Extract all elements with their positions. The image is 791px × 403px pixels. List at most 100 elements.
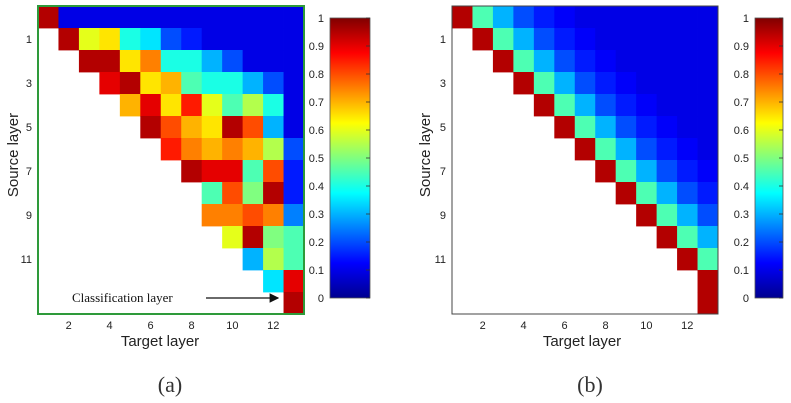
heatmap-b-cell — [677, 72, 698, 95]
heatmap-a-cell — [283, 116, 305, 139]
heatmap-b-cell — [656, 28, 678, 51]
heatmap-b-cell — [513, 50, 535, 73]
heatmap-b-cell — [697, 182, 719, 205]
heatmap-b-cell — [677, 116, 698, 139]
heatmap-a-cell — [119, 6, 141, 29]
heatmap-b-cell — [595, 94, 617, 117]
heatmap-a-cell — [119, 28, 141, 51]
heatmap-a-cell — [181, 50, 203, 73]
heatmap-b-cell — [636, 160, 658, 183]
heatmap-b-cell — [636, 50, 658, 73]
heatmap-a-cell — [263, 72, 284, 95]
heatmap-a-cell — [242, 72, 264, 95]
heatmap-a-cell — [242, 6, 264, 29]
heatmap-a-cell — [78, 28, 100, 51]
heatmap-b-cell — [492, 6, 514, 29]
heatmap-b-cell — [697, 28, 719, 51]
heatmap-a-cell — [160, 116, 182, 139]
heatmap-b-cell — [697, 204, 719, 227]
heatmap-a-cell — [181, 72, 203, 95]
x-tick-label: 12 — [267, 320, 279, 332]
heatmap-b-xlabel: Target layer — [543, 333, 621, 350]
heatmap-a-cell — [38, 6, 59, 29]
heatmap-a-cell — [99, 6, 121, 29]
heatmap-a-cell — [222, 72, 244, 95]
heatmap-a-cell — [222, 50, 244, 73]
heatmap-a-cell — [201, 94, 223, 117]
colorbar-tick-label: 0 — [318, 293, 324, 305]
heatmap-b-cell — [574, 6, 596, 29]
heatmap-a-cell — [263, 160, 284, 183]
heatmap-a-cell — [140, 6, 162, 29]
heatmap-a-cell — [160, 6, 182, 29]
heatmap-b-cell — [533, 72, 555, 95]
x-tick-label: 4 — [107, 320, 113, 332]
x-tick-label: 10 — [640, 320, 652, 332]
y-tick-label: 7 — [440, 166, 446, 178]
heatmap-a-cell — [263, 270, 284, 293]
y-tick-label: 3 — [440, 78, 446, 90]
heatmap-a-cell — [242, 226, 264, 249]
heatmap-a-cell — [181, 6, 203, 29]
heatmap-b-cell — [656, 204, 678, 227]
colorbar-tick-label: 0.3 — [309, 209, 324, 221]
heatmap-a-cell — [181, 28, 203, 51]
heatmap-a-cell — [283, 50, 305, 73]
colorbar-tick-label: 0.1 — [309, 265, 324, 277]
y-tick-label: 1 — [440, 34, 446, 46]
heatmap-a-cell — [283, 72, 305, 95]
heatmap-b-cell — [656, 160, 678, 183]
heatmap-a-cell — [181, 116, 203, 139]
heatmap-a-cell — [99, 50, 121, 73]
heatmap-b-cell — [677, 226, 698, 249]
heatmap-a-cell — [283, 160, 305, 183]
heatmap-a-cell — [160, 72, 182, 95]
heatmap-a-cell — [201, 72, 223, 95]
heatmap-a-x-ticks: 2 4 6 8 10 12 — [66, 320, 280, 332]
heatmap-a-cell — [242, 116, 264, 139]
colorbar-tick-label: 0.3 — [734, 209, 749, 221]
heatmap-a-cell — [263, 182, 284, 205]
heatmap-b-cell — [615, 6, 637, 29]
heatmap-b-cell — [697, 116, 719, 139]
heatmap-b-cell — [636, 94, 658, 117]
heatmap-a-cell — [201, 116, 223, 139]
heatmap-a-cell — [242, 182, 264, 205]
y-tick-label: 11 — [21, 254, 32, 266]
heatmap-b-cell — [697, 72, 719, 95]
heatmap-a-cell — [283, 270, 305, 293]
y-tick-label: 7 — [26, 166, 32, 178]
heatmap-a-cell — [242, 248, 264, 271]
heatmap-a-cell — [242, 204, 264, 227]
heatmap-a-cell — [283, 28, 305, 51]
heatmap-b-cell — [677, 94, 698, 117]
colorbar-tick-label: 0.8 — [734, 69, 749, 81]
heatmap-a-cell — [283, 6, 305, 29]
heatmap-a-cell — [263, 204, 284, 227]
heatmap-b-cell — [595, 138, 617, 161]
colorbar-b-ticks: 0 0.1 0.2 0.3 0.4 0.5 0.6 0.7 0.8 0.9 1 — [734, 13, 783, 305]
heatmap-a-cell — [201, 6, 223, 29]
heatmap-b-cell — [595, 50, 617, 73]
x-tick-label: 8 — [188, 320, 194, 332]
classification-annotation: Classification layer — [72, 290, 173, 305]
colorbar-tick-label: 0.2 — [734, 237, 749, 249]
heatmap-b-cell — [677, 182, 698, 205]
subplot-label-a: (a) — [158, 372, 182, 397]
heatmap-a-cell — [283, 292, 305, 315]
heatmap-b-cell — [615, 72, 637, 95]
heatmap-a-cell — [160, 28, 182, 51]
colorbar-tick-label: 0 — [743, 293, 749, 305]
heatmap-a-cell — [140, 72, 162, 95]
heatmap-a-cell — [201, 182, 223, 205]
heatmap-b-cell — [677, 160, 698, 183]
heatmap-b-cell — [574, 72, 596, 95]
heatmap-a-cell — [201, 28, 223, 51]
heatmap-b-cell — [636, 28, 658, 51]
heatmap-b-cell — [677, 50, 698, 73]
heatmap-a-cell — [160, 94, 182, 117]
heatmap-a-cell — [263, 50, 284, 73]
colorbar-a-ticks: 0 0.1 0.2 0.3 0.4 0.5 0.6 0.7 0.8 0.9 1 — [309, 13, 370, 305]
